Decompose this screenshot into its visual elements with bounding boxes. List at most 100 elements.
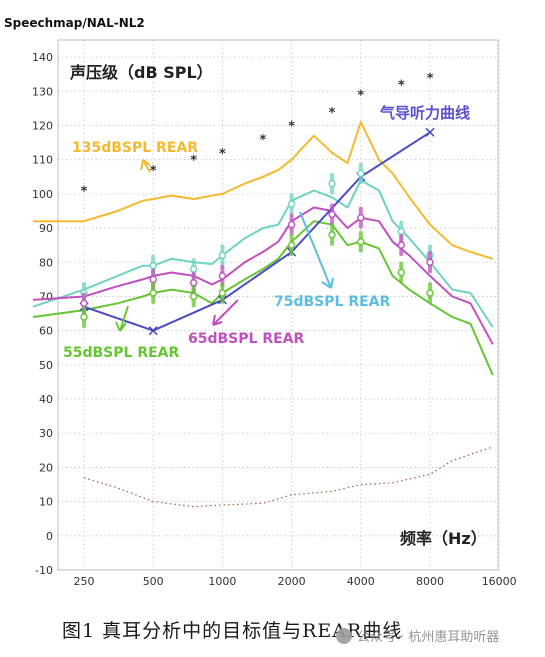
target-point — [357, 169, 365, 178]
arrow-65 — [212, 299, 239, 326]
y-tick-label: 90 — [39, 222, 53, 235]
target-point — [287, 220, 296, 229]
plot-area — [57, 39, 499, 571]
target-point — [149, 261, 157, 270]
target-marker — [357, 162, 365, 185]
target-point — [80, 313, 88, 321]
target-marker — [426, 282, 434, 305]
x-tick-label: 500 — [143, 575, 164, 588]
target-point — [189, 279, 198, 287]
air-conduction-point — [148, 326, 158, 336]
ucl-point: * — [150, 164, 157, 179]
target-marker — [397, 234, 405, 257]
ucl-point: * — [288, 119, 295, 134]
annotation-55: 55dBSPL REAR — [63, 345, 179, 361]
y-tick-label: 60 — [39, 325, 53, 338]
wechat-icon — [336, 628, 352, 644]
target-point — [328, 179, 336, 188]
arrow-55 — [115, 305, 129, 332]
target-point — [149, 275, 157, 284]
target-marker — [287, 213, 296, 236]
target-point — [426, 258, 434, 266]
target-point — [357, 214, 365, 222]
target-point — [189, 265, 198, 273]
y-tick-label: 80 — [39, 256, 53, 269]
target-point — [189, 292, 198, 301]
target-point — [397, 268, 405, 277]
target-marker — [80, 305, 88, 328]
target-point — [357, 238, 365, 246]
target-point — [218, 251, 227, 260]
y-tick-label: 50 — [39, 359, 53, 372]
ucl-point: * — [357, 89, 364, 104]
y-tick-label: 130 — [32, 85, 53, 98]
target-point — [149, 289, 157, 297]
x-tick-label: 16000 — [482, 575, 517, 588]
x-tick-labels: 250 500 1000 2000 4000 8000 16000 — [74, 575, 517, 588]
y-tick-label: 140 — [32, 51, 53, 64]
air-conduction-point — [425, 127, 435, 137]
target-marker — [287, 234, 296, 257]
y-tick-label: 30 — [39, 427, 53, 440]
y-tick-label: 10 — [39, 496, 53, 509]
arrow-75 — [299, 211, 334, 289]
target-marker — [328, 203, 336, 226]
annotation-arrows — [115, 159, 334, 332]
target-point — [287, 241, 296, 249]
ucl-point: * — [398, 78, 405, 93]
target-marker — [149, 282, 157, 305]
target-marker — [328, 172, 336, 195]
figure-caption: 图1 真耳分析中的目标值与REAR曲线 — [62, 620, 403, 642]
ucl-point: * — [427, 72, 434, 87]
annotation-75: 75dBSPL REAR — [274, 294, 390, 310]
target-marker — [397, 261, 405, 284]
target-marker — [357, 206, 365, 229]
y-axis-label: 声压级（dB SPL） — [69, 63, 213, 82]
ucl-point: * — [329, 106, 336, 121]
y-tick-label: 100 — [32, 188, 53, 201]
target-marker — [218, 282, 227, 305]
target-point — [328, 231, 336, 239]
marker-group: * * * * * * * * * * — [79, 72, 435, 336]
y-tick-label: 120 — [32, 119, 53, 132]
x-tick-label: 4000 — [347, 575, 375, 588]
y-tick-label: 110 — [32, 154, 53, 167]
target-point — [80, 299, 88, 307]
grid — [58, 40, 500, 571]
x-tick-label: 1000 — [208, 575, 236, 588]
x-axis-label: 频率（Hz） — [400, 529, 487, 548]
watermark-text: 公众号 · 杭州惠耳助听器 — [357, 630, 500, 645]
watermark: 公众号 · 杭州惠耳助听器 — [336, 626, 499, 645]
target-point — [218, 289, 227, 297]
target-point — [397, 241, 405, 249]
y-tick-label: -10 — [35, 564, 53, 577]
target-marker — [218, 264, 227, 287]
target-marker — [218, 244, 227, 267]
target-point — [328, 210, 336, 219]
target-marker — [287, 193, 296, 216]
target-marker — [189, 285, 198, 308]
target-point — [397, 227, 405, 236]
y-tick-label: 0 — [46, 530, 53, 543]
x-tick-label: 8000 — [416, 575, 444, 588]
series-line-4 — [83, 131, 431, 332]
arrow-135 — [140, 159, 151, 173]
annotation-air-conduction: 气导听力曲线 — [379, 104, 470, 122]
ucl-point: * — [81, 184, 88, 199]
target-marker — [357, 230, 365, 253]
target-point — [218, 272, 227, 280]
x-tick-label: 250 — [74, 575, 95, 588]
target-point — [426, 289, 434, 297]
x-tick-label: 2000 — [278, 575, 306, 588]
series-line-0 — [33, 121, 494, 260]
chart-title: Speechmap/NAL-NL2 — [4, 16, 145, 30]
annotation-65: 65dBSPL REAR — [188, 331, 304, 347]
series-line-6 — [83, 446, 493, 508]
ucl-point: * — [219, 147, 226, 162]
target-marker — [328, 223, 336, 246]
y-tick-label: 20 — [39, 461, 53, 474]
ucl-point: * — [259, 133, 266, 148]
target-point — [287, 200, 296, 208]
target-marker — [426, 251, 434, 274]
